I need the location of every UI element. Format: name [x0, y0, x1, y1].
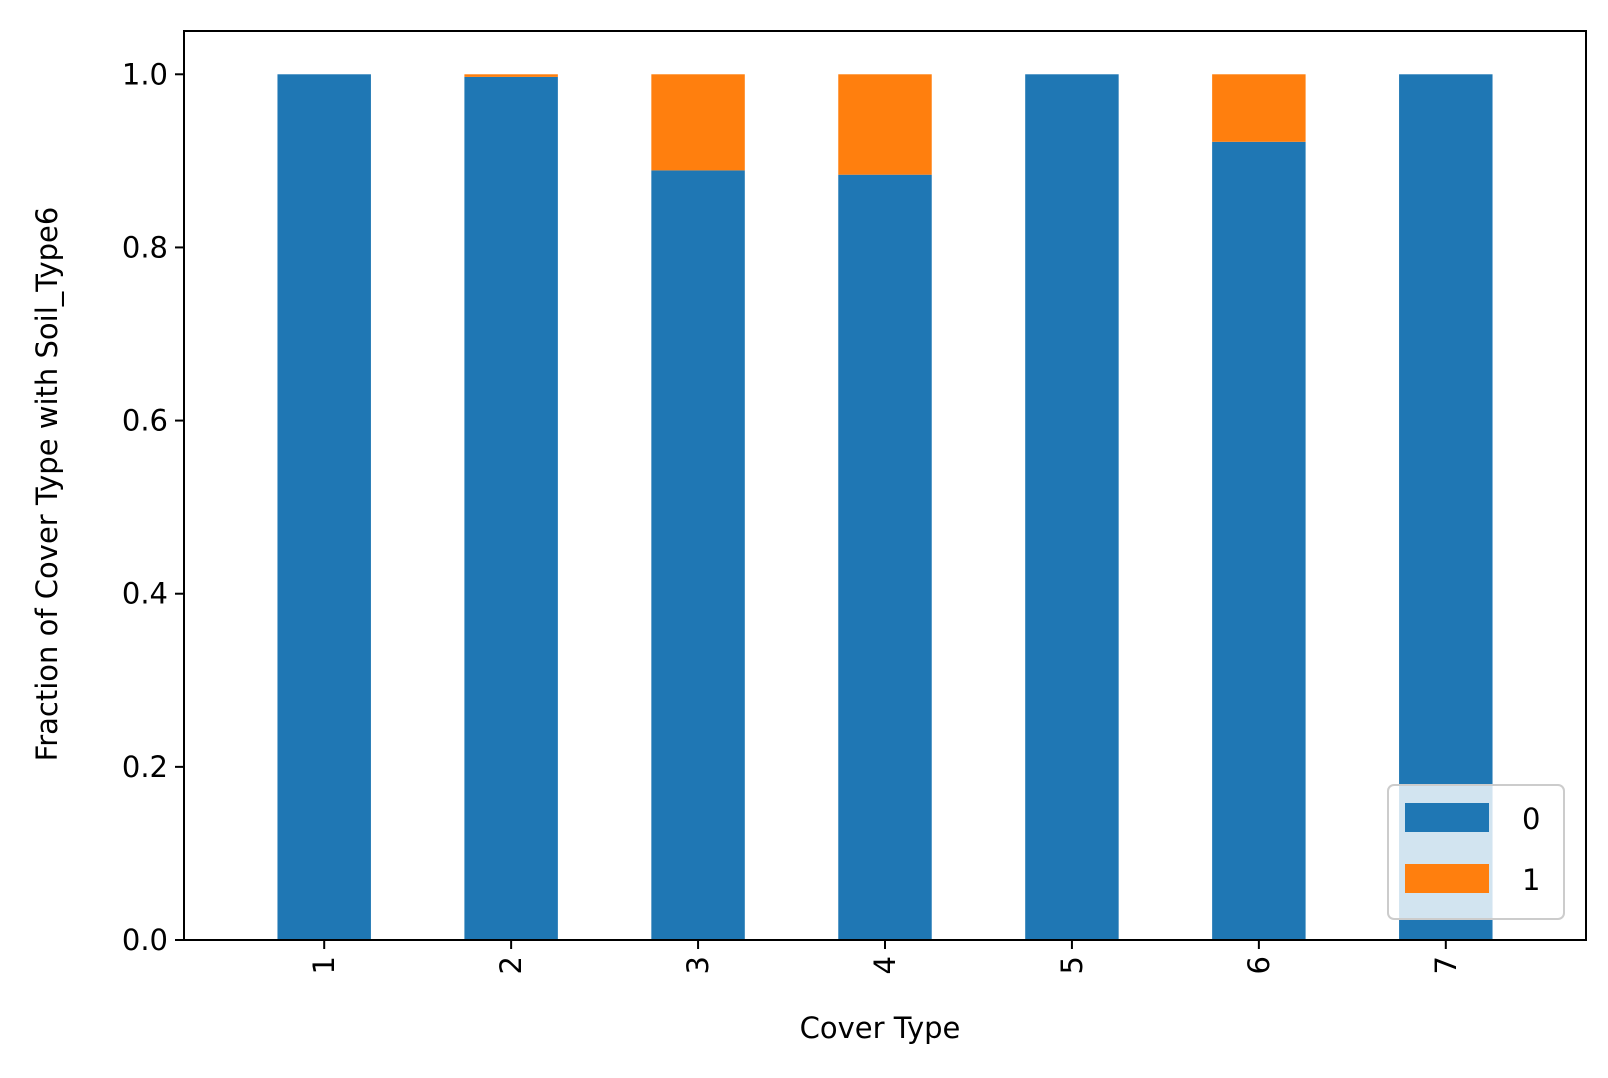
x-tick-label: 7: [1429, 956, 1463, 974]
bar-cover-5-series-0: [1025, 74, 1119, 941]
y-tick-label: 0.8: [122, 230, 168, 264]
x-tick-label: 1: [307, 956, 341, 974]
legend-label-0: 0: [1522, 802, 1540, 836]
bar-cover-6-series-1: [1212, 74, 1306, 142]
legend-label-1: 1: [1522, 863, 1540, 897]
y-axis-label: Fraction of Cover Type with Soil_Type6: [30, 207, 64, 762]
bar-cover-2-series-0: [464, 76, 558, 940]
x-tick-label: 2: [494, 956, 528, 974]
bar-cover-4-series-0: [838, 174, 932, 941]
x-tick-label: 4: [868, 956, 902, 974]
legend-swatch-1: [1405, 864, 1489, 893]
y-tick-label: 0.0: [122, 923, 168, 957]
x-tick-label: 3: [681, 956, 715, 974]
y-tick-label: 0.4: [122, 577, 168, 611]
axes-layer: 0.0 0.2 0.4 0.6 0.8 1.0 1 2 3 4 5 6 7: [122, 30, 1587, 974]
y-tick-label: 0.6: [122, 404, 168, 438]
x-tick-label: 6: [1242, 956, 1276, 974]
x-axis-label: Cover Type: [800, 1011, 961, 1045]
legend-swatch-0: [1405, 803, 1489, 832]
bar-cover-1-series-0: [277, 74, 371, 941]
legend: 01: [1387, 784, 1565, 920]
bar-cover-3-series-0: [651, 170, 745, 940]
bar-cover-3-series-1: [651, 74, 745, 171]
y-tick-label: 0.2: [122, 750, 168, 784]
bar-cover-2-series-1: [464, 74, 558, 77]
bar-cover-4-series-1: [838, 74, 932, 175]
x-tick-label: 5: [1055, 956, 1089, 974]
y-tick-label: 1.0: [122, 57, 168, 91]
bar-cover-6-series-0: [1212, 141, 1306, 941]
